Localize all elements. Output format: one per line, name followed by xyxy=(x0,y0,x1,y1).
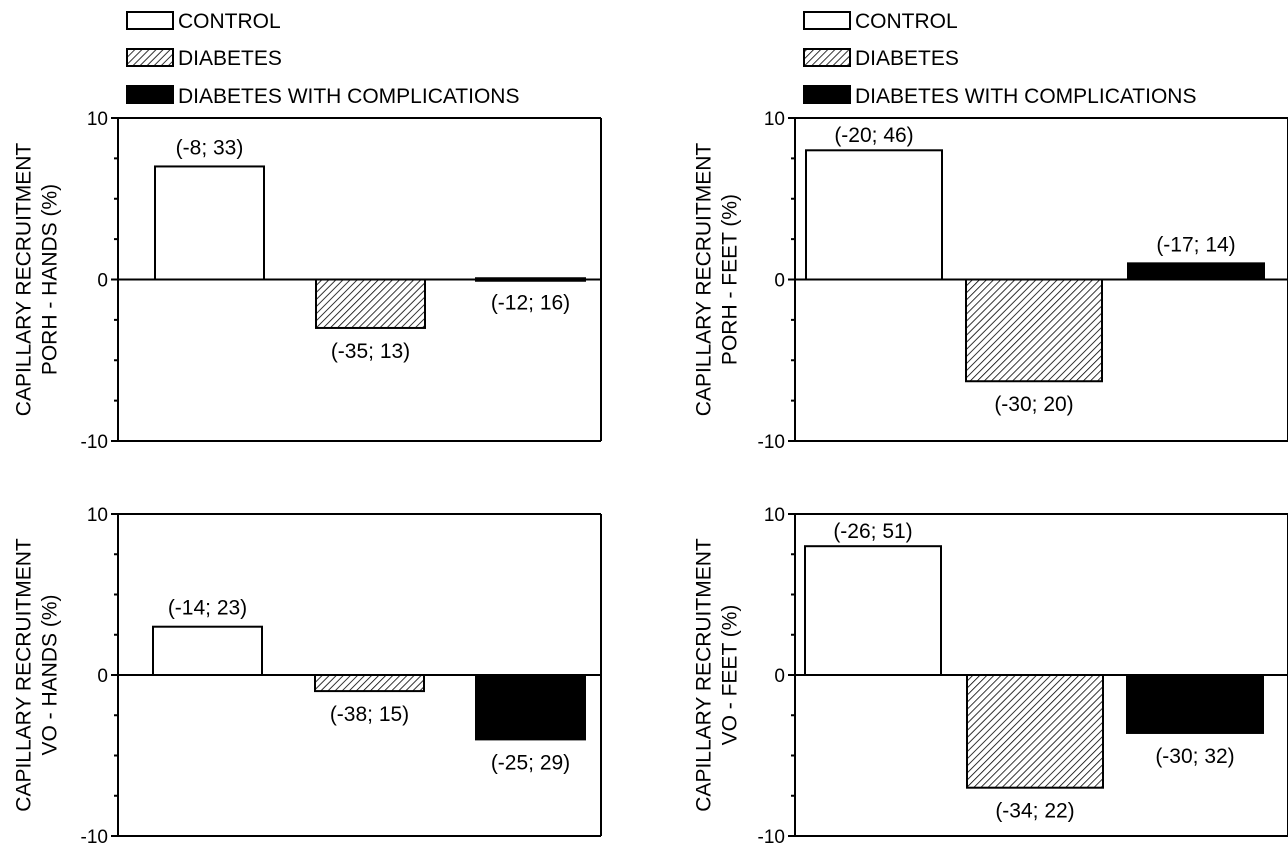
panel-vo-hands: 10 0 -10 CAPILLARY RECRUITMENT VO - HANDS (%… xyxy=(13,505,602,848)
y-axis-label-line2: PORH - HANDS (%) xyxy=(39,184,62,375)
y-axis-label-line1: CAPILLARY RECRUITMENT xyxy=(13,143,36,417)
y-axis-label-line2: VO - FEET (%) xyxy=(719,605,742,746)
y-tick-label: 10 xyxy=(87,109,108,130)
y-tick-label: 0 xyxy=(774,271,785,292)
bar-control xyxy=(154,165,265,281)
legend-label-diabetes: DIABETES xyxy=(855,47,959,70)
bar-diabetes-with-complications xyxy=(1127,262,1265,281)
bar-control xyxy=(152,625,263,677)
data-label-control: (-14; 23) xyxy=(168,597,247,620)
y-tick-label: 10 xyxy=(764,109,785,130)
panel-porh-feet: 10 0 -10 CAPILLARY RECRUITMENT PORH - FEET (… xyxy=(693,109,1288,453)
legend-swatch-diabetes-with-complications xyxy=(803,85,851,104)
legend-item-control: CONTROL xyxy=(126,10,281,33)
y-tick-label: 0 xyxy=(97,666,108,687)
y-tick-label: 0 xyxy=(97,271,108,292)
y-tick-label: 0 xyxy=(774,666,785,687)
data-label-diabetes-with-complications: (-30; 32) xyxy=(1155,745,1234,768)
legend-label-diabetes-with-complications: DIABETES WITH COMPLICATIONS xyxy=(855,85,1196,108)
legend-swatch-control xyxy=(126,11,174,30)
data-label-diabetes: (-34; 22) xyxy=(995,800,1074,823)
legend-swatch-control xyxy=(803,11,851,30)
bar-diabetes xyxy=(314,674,425,693)
data-label-diabetes-with-complications: (-25; 29) xyxy=(491,751,570,774)
legend-label-diabetes: DIABETES xyxy=(178,47,282,70)
bar-diabetes-with-complications xyxy=(1126,674,1264,734)
legend-label-control: CONTROL xyxy=(855,10,958,33)
y-tick-label: -10 xyxy=(81,432,108,453)
bar-control xyxy=(804,545,942,677)
legend-swatch-diabetes xyxy=(126,48,174,67)
bar-diabetes xyxy=(965,278,1103,383)
y-axis-label-line1: CAPILLARY RECRUITMENT xyxy=(13,538,36,812)
y-axis-label-line1: CAPILLARY RECRUITMENT xyxy=(693,143,716,417)
y-axis-label-line1: CAPILLARY RECRUITMENT xyxy=(693,538,716,812)
y-tick-label: 10 xyxy=(764,505,785,526)
y-tick-label: -10 xyxy=(758,827,785,848)
legend-item-control: CONTROL xyxy=(803,10,958,33)
legend-swatch-diabetes-with-complications xyxy=(126,85,174,104)
y-tick-label: -10 xyxy=(758,432,785,453)
legend-item-diabetes-with-complications: DIABETES WITH COMPLICATIONS xyxy=(803,85,1196,108)
legend-label-diabetes-with-complications: DIABETES WITH COMPLICATIONS xyxy=(178,85,519,108)
data-label-diabetes-with-complications: (-12; 16) xyxy=(491,292,570,315)
legend-item-diabetes-with-complications: DIABETES WITH COMPLICATIONS xyxy=(126,85,519,108)
legend-swatch-diabetes xyxy=(803,48,851,67)
legend-item-diabetes: DIABETES xyxy=(803,47,959,70)
bar-diabetes xyxy=(315,278,426,329)
data-label-diabetes: (-38; 15) xyxy=(330,703,409,726)
legend-label-control: CONTROL xyxy=(178,10,281,33)
bar-diabetes xyxy=(966,674,1104,789)
y-tick-label: 10 xyxy=(87,505,108,526)
data-label-control: (-26; 51) xyxy=(833,520,912,543)
panel-vo-feet: 10 0 -10 CAPILLARY RECRUITMENT VO - FEET (%)… xyxy=(693,505,1288,848)
data-label-diabetes: (-35; 13) xyxy=(331,340,410,363)
y-axis-label-line2: PORH - FEET (%) xyxy=(719,194,742,365)
y-tick-label: -10 xyxy=(81,827,108,848)
panel-porh-hands: 10 0 -10 CAPILLARY RECRUITMENT PORH - HANDS … xyxy=(13,109,602,453)
data-label-diabetes: (-30; 20) xyxy=(994,393,1073,416)
data-label-diabetes-with-complications: (-17; 14) xyxy=(1156,233,1235,256)
legend-right: CONTROL DIABETES DIABETES WITH COMPLICAT… xyxy=(803,10,1196,108)
data-label-control: (-8; 33) xyxy=(176,136,244,159)
y-axis-label-line2: VO - HANDS (%) xyxy=(39,594,62,755)
bar-diabetes-with-complications xyxy=(475,674,586,741)
data-label-control: (-20; 46) xyxy=(834,124,913,147)
legend-item-diabetes: DIABETES xyxy=(126,47,282,70)
bar-control xyxy=(805,149,943,281)
legend-left: CONTROL DIABETES DIABETES WITH COMPLICAT… xyxy=(126,10,519,108)
